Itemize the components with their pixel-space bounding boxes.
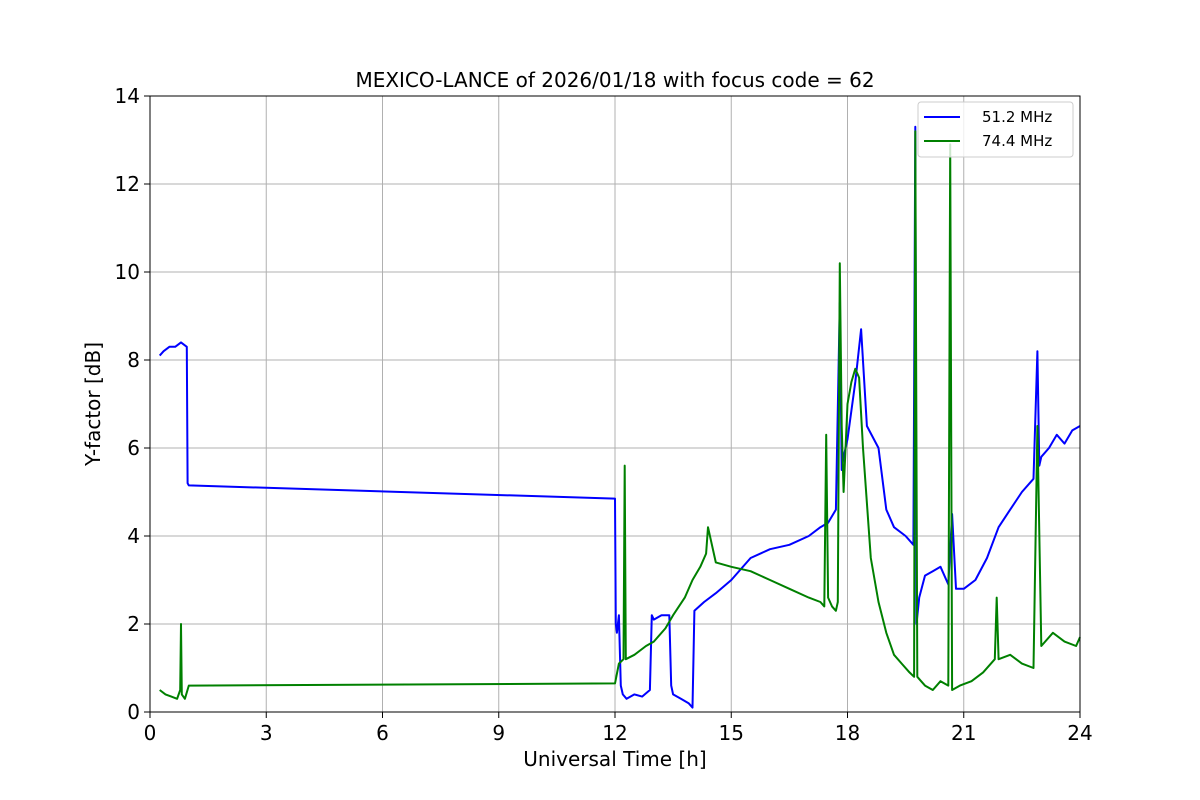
x-axis-label: Universal Time [h] xyxy=(523,747,706,771)
legend-label-74-4-mhz: 74.4 MHz xyxy=(982,132,1052,150)
y-tick-label: 0 xyxy=(127,700,140,724)
x-tick-label: 9 xyxy=(492,721,505,745)
series-line-51-2-mhz xyxy=(158,125,1081,709)
x-tick-label: 0 xyxy=(144,721,157,745)
x-tick-label: 3 xyxy=(260,721,273,745)
y-axis-label: Y-factor [dB] xyxy=(81,342,105,467)
y-tick-label: 12 xyxy=(115,172,140,196)
x-tick-label: 18 xyxy=(835,721,860,745)
y-tick-label: 2 xyxy=(127,612,140,636)
x-tick-label: 6 xyxy=(376,721,389,745)
y-tick-label: 10 xyxy=(115,260,140,284)
chart-title: MEXICO-LANCE of 2026/01/18 with focus co… xyxy=(355,68,874,92)
legend: 51.2 MHz 74.4 MHz xyxy=(917,101,1074,158)
series-line-74-4-mhz xyxy=(159,130,1081,700)
y-tick-label: 8 xyxy=(127,348,140,372)
legend-label-51-2-mhz: 51.2 MHz xyxy=(982,108,1052,126)
y-tick-label: 14 xyxy=(115,84,140,108)
y-tick-label: 4 xyxy=(127,524,140,548)
x-tick-label: 24 xyxy=(1067,721,1092,745)
x-tick-label: 15 xyxy=(719,721,744,745)
y-tick-label: 6 xyxy=(127,436,140,460)
series-lines xyxy=(158,125,1081,709)
x-tick-label: 12 xyxy=(602,721,627,745)
x-tick-label: 21 xyxy=(951,721,976,745)
legend-box xyxy=(917,101,1074,158)
